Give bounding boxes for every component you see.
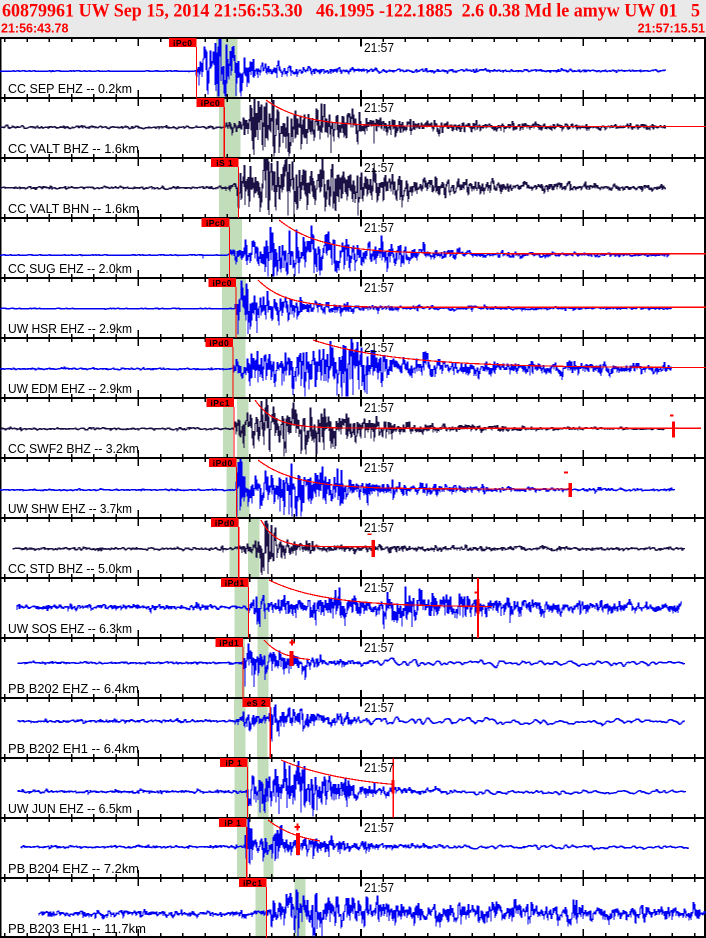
svg-text:CC SEP EHZ -- 0.2km: CC SEP EHZ -- 0.2km bbox=[8, 82, 132, 96]
svg-text:iPc1: iPc1 bbox=[243, 878, 263, 888]
svg-text:CC VALT BHN -- 1.6km: CC VALT BHN -- 1.6km bbox=[8, 202, 139, 216]
svg-text:CC STD BHZ -- 5.0km: CC STD BHZ -- 5.0km bbox=[8, 562, 132, 576]
svg-text:21:57: 21:57 bbox=[364, 401, 394, 415]
svg-text:iS 1: iS 1 bbox=[216, 158, 233, 168]
svg-text:21:57: 21:57 bbox=[364, 161, 394, 175]
svg-text:CC VALT BHZ -- 1.6km: CC VALT BHZ -- 1.6km bbox=[8, 142, 139, 156]
svg-text:iPc0: iPc0 bbox=[206, 218, 226, 228]
svg-text:21:57: 21:57 bbox=[364, 581, 394, 595]
svg-text:iPd1: iPd1 bbox=[225, 578, 245, 588]
svg-text:21:57: 21:57 bbox=[364, 41, 394, 55]
svg-text:UW SOS EHZ -- 6.3km: UW SOS EHZ -- 6.3km bbox=[8, 622, 132, 636]
svg-text:UW SHW EHZ -- 3.7km: UW SHW EHZ -- 3.7km bbox=[8, 502, 132, 516]
svg-text:21:57: 21:57 bbox=[364, 461, 394, 475]
svg-text:eS 2: eS 2 bbox=[247, 698, 267, 708]
svg-text:UW EDM EHZ -- 2.9km: UW EDM EHZ -- 2.9km bbox=[8, 382, 132, 396]
svg-text:21:57: 21:57 bbox=[364, 281, 394, 295]
svg-text:21:57: 21:57 bbox=[364, 701, 394, 715]
svg-text:PB B204 EHZ -- 7.2km: PB B204 EHZ -- 7.2km bbox=[8, 862, 139, 876]
svg-text:iPd0: iPd0 bbox=[215, 518, 235, 528]
svg-text:21:57: 21:57 bbox=[364, 821, 394, 835]
svg-text:21:57: 21:57 bbox=[364, 521, 394, 535]
svg-text:iPd0: iPd0 bbox=[209, 338, 229, 348]
svg-text:iP 1: iP 1 bbox=[224, 818, 241, 828]
svg-text:iPd0: iPd0 bbox=[213, 458, 233, 468]
svg-text:21:57: 21:57 bbox=[364, 101, 394, 115]
svg-text:21:57: 21:57 bbox=[364, 641, 394, 655]
svg-text:21:57: 21:57 bbox=[364, 881, 394, 895]
svg-text:iPc0: iPc0 bbox=[201, 98, 221, 108]
svg-text:21:57: 21:57 bbox=[364, 341, 394, 355]
svg-text:iPc1: iPc1 bbox=[210, 398, 230, 408]
svg-text:PB B202 EHZ -- 6.4km: PB B202 EHZ -- 6.4km bbox=[8, 682, 139, 696]
svg-text:iP 1: iP 1 bbox=[225, 758, 242, 768]
svg-text:60879961 UW Sep 15, 2014 21:56: 60879961 UW Sep 15, 2014 21:56:53.30 46.… bbox=[2, 1, 700, 22]
svg-text:UW HSR EHZ -- 2.9km: UW HSR EHZ -- 2.9km bbox=[8, 322, 132, 336]
svg-text:UW JUN EHZ -- 6.5km: UW JUN EHZ -- 6.5km bbox=[8, 802, 132, 816]
svg-text:PB B202 EH1 -- 6.4km: PB B202 EH1 -- 6.4km bbox=[8, 742, 139, 756]
svg-text:CC SWF2 BHZ -- 3.2km: CC SWF2 BHZ -- 3.2km bbox=[8, 442, 139, 456]
svg-text:21:56:43.78: 21:56:43.78 bbox=[1, 22, 68, 36]
svg-text:iPc0: iPc0 bbox=[212, 278, 232, 288]
svg-text:21:57: 21:57 bbox=[364, 761, 394, 775]
svg-text:21:57:15.51: 21:57:15.51 bbox=[638, 22, 705, 36]
svg-text:CC SUG EHZ -- 2.0km: CC SUG EHZ -- 2.0km bbox=[8, 262, 132, 276]
svg-text:iPc0: iPc0 bbox=[173, 38, 193, 48]
svg-text:21:57: 21:57 bbox=[364, 221, 394, 235]
svg-text:iPd1: iPd1 bbox=[219, 638, 239, 648]
svg-text:PB B203 EH1 -- 11.7km: PB B203 EH1 -- 11.7km bbox=[8, 922, 146, 936]
